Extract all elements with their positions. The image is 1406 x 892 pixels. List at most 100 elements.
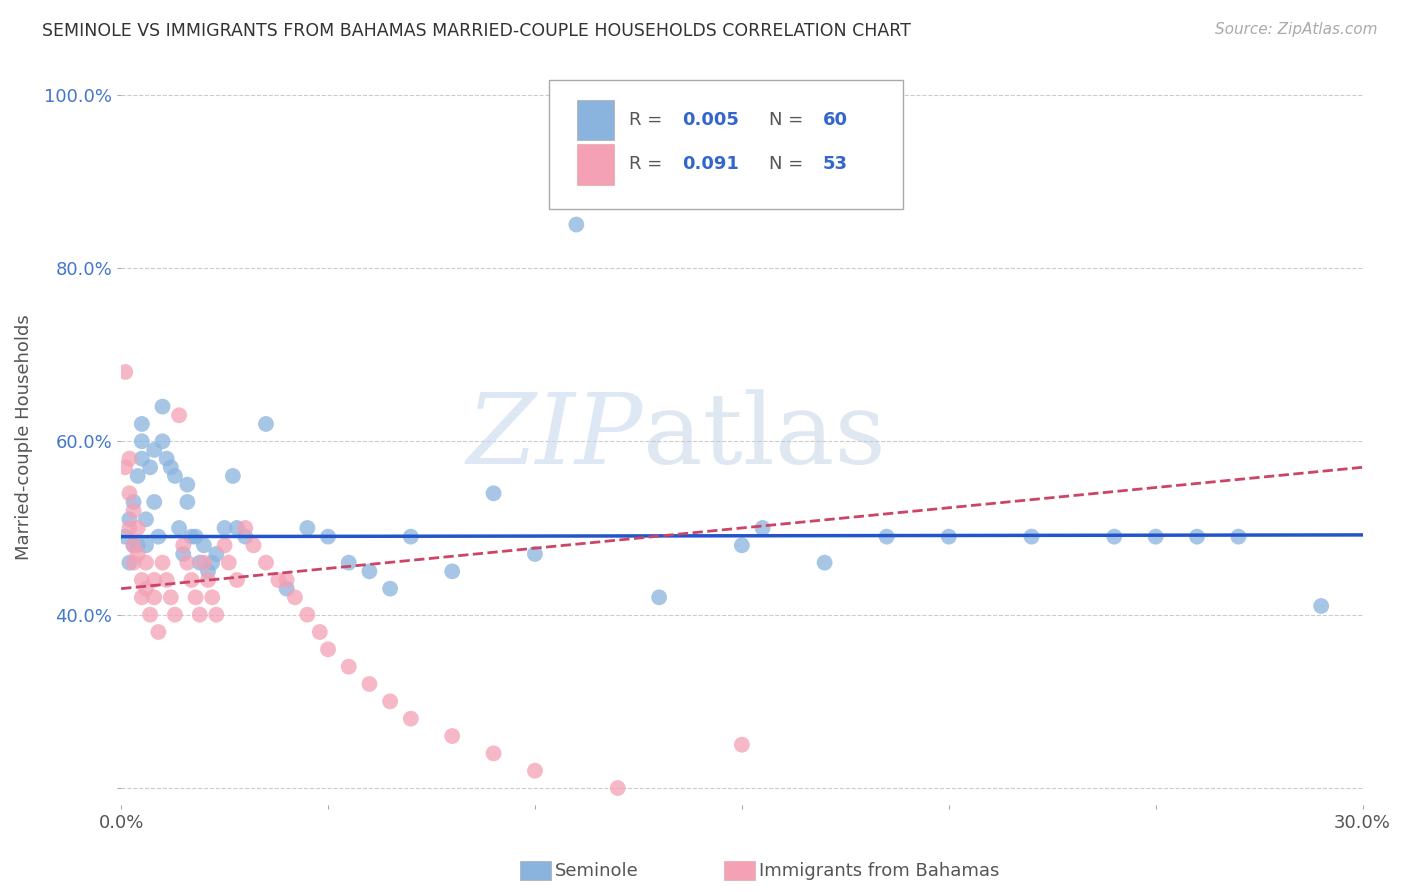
Point (214, 521, 236, 535)
Point (159, 591, 181, 605)
Text: SEMINOLE VS IMMIGRANTS FROM BAHAMAS MARRIED-COUPLE HOUSEHOLDS CORRELATION CHART: SEMINOLE VS IMMIGRANTS FROM BAHAMAS MARR… (42, 22, 911, 40)
Point (242, 538, 264, 552)
Point (122, 556, 145, 570)
Text: 53: 53 (823, 155, 848, 173)
Point (159, 460, 181, 475)
Point (122, 538, 145, 552)
Point (233, 521, 256, 535)
Point (254, 417, 277, 431)
Point (523, 547, 546, 561)
FancyBboxPatch shape (550, 79, 903, 209)
Text: atlas: atlas (643, 389, 886, 485)
Text: 0.091: 0.091 (682, 155, 740, 173)
Point (482, 747, 505, 761)
Point (1021, 530, 1043, 544)
Point (167, 409, 190, 423)
Point (131, 591, 153, 605)
Point (1104, 530, 1126, 544)
Point (131, 451, 153, 466)
Point (648, 591, 671, 605)
Point (139, 607, 162, 622)
Point (297, 607, 319, 622)
Point (167, 521, 190, 535)
Point (143, 591, 166, 605)
Point (214, 538, 236, 552)
Point (114, 460, 136, 475)
Point (143, 573, 166, 587)
Point (1227, 530, 1250, 544)
Point (139, 460, 162, 475)
Point (118, 521, 141, 535)
Point (876, 530, 898, 544)
Point (118, 556, 141, 570)
Point (201, 591, 224, 605)
Point (1144, 530, 1167, 544)
Point (359, 564, 381, 578)
Point (731, 538, 754, 552)
Text: R =: R = (628, 112, 668, 129)
Point (441, 729, 464, 743)
Point (176, 495, 198, 509)
Point (188, 556, 211, 570)
Point (337, 659, 360, 673)
Point (143, 495, 166, 509)
Point (114, 365, 136, 379)
Point (254, 556, 277, 570)
Point (176, 556, 198, 570)
Text: N =: N = (769, 112, 810, 129)
Point (163, 607, 186, 622)
Point (197, 564, 219, 578)
Point (308, 625, 330, 640)
Point (193, 556, 215, 570)
Point (131, 573, 153, 587)
Point (565, 218, 588, 232)
Text: Immigrants from Bahamas: Immigrants from Bahamas (759, 862, 1000, 880)
Point (205, 607, 228, 622)
Bar (576, 100, 614, 140)
Point (813, 556, 835, 570)
Point (122, 495, 145, 509)
Point (135, 538, 157, 552)
Point (359, 677, 381, 691)
Point (122, 538, 145, 552)
Point (152, 434, 174, 449)
Point (127, 538, 149, 552)
Point (938, 530, 960, 544)
Point (184, 530, 207, 544)
Point (201, 556, 224, 570)
Point (114, 530, 136, 544)
Text: 0.005: 0.005 (682, 112, 740, 129)
Point (378, 694, 401, 708)
Point (276, 582, 298, 596)
Point (276, 573, 298, 587)
Point (135, 582, 157, 596)
Point (297, 521, 319, 535)
Text: ZIP: ZIP (467, 389, 643, 484)
Point (118, 512, 141, 526)
Point (188, 607, 211, 622)
Point (152, 556, 174, 570)
Point (399, 530, 422, 544)
Point (218, 556, 240, 570)
Point (143, 442, 166, 457)
Y-axis label: Married-couple Households: Married-couple Households (15, 314, 32, 560)
Point (731, 738, 754, 752)
Point (118, 451, 141, 466)
Point (148, 625, 170, 640)
Text: Seminole: Seminole (555, 862, 640, 880)
Point (127, 469, 149, 483)
Point (316, 530, 339, 544)
Point (127, 521, 149, 535)
Point (122, 503, 145, 517)
Text: 60: 60 (823, 112, 848, 129)
Point (131, 417, 153, 431)
Point (127, 547, 149, 561)
Point (523, 764, 546, 778)
Point (1185, 530, 1208, 544)
Point (156, 573, 179, 587)
Point (172, 538, 194, 552)
Point (148, 530, 170, 544)
Point (267, 573, 290, 587)
Bar (576, 144, 614, 185)
Point (152, 400, 174, 414)
